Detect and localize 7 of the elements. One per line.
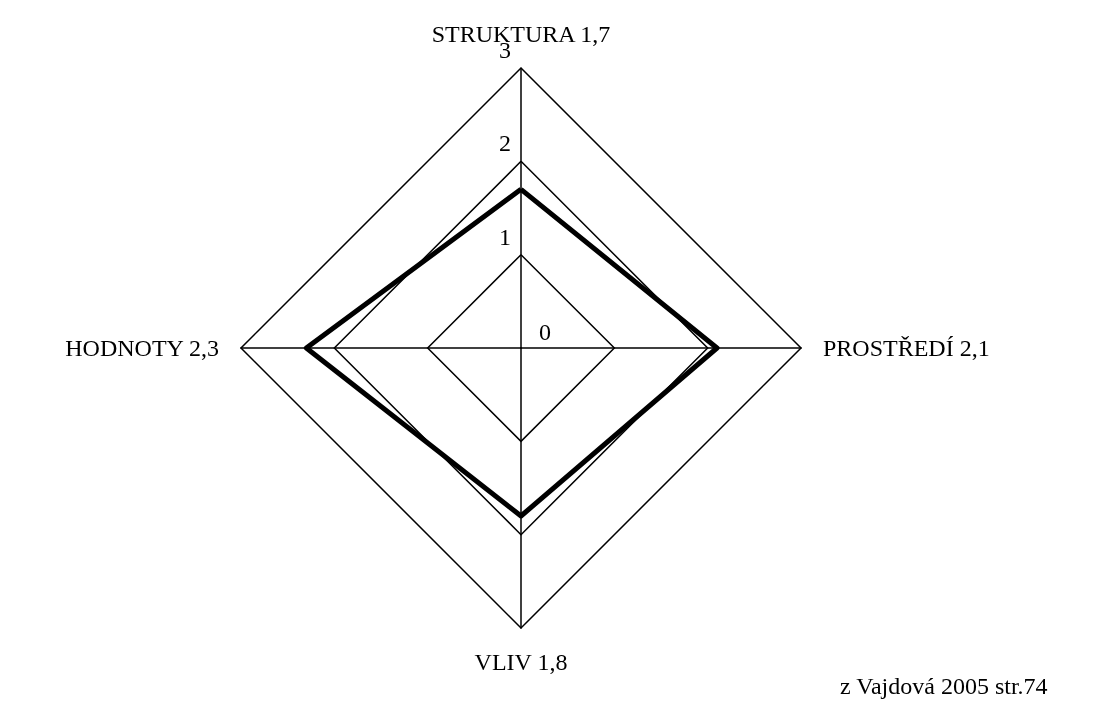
text: z Vajdová 2005 str.74 xyxy=(840,673,1048,699)
y-tick-label: 0 xyxy=(539,319,551,345)
spoke-label: HODNOTY 2,3 xyxy=(65,335,219,361)
y-tick-label: 2 xyxy=(499,130,511,157)
spoke-label: VLIV 1,8 xyxy=(474,649,568,675)
y-tick-label: 1 xyxy=(499,223,511,250)
spoke-label: PROSTŘEDÍ 2,1 xyxy=(823,335,990,361)
